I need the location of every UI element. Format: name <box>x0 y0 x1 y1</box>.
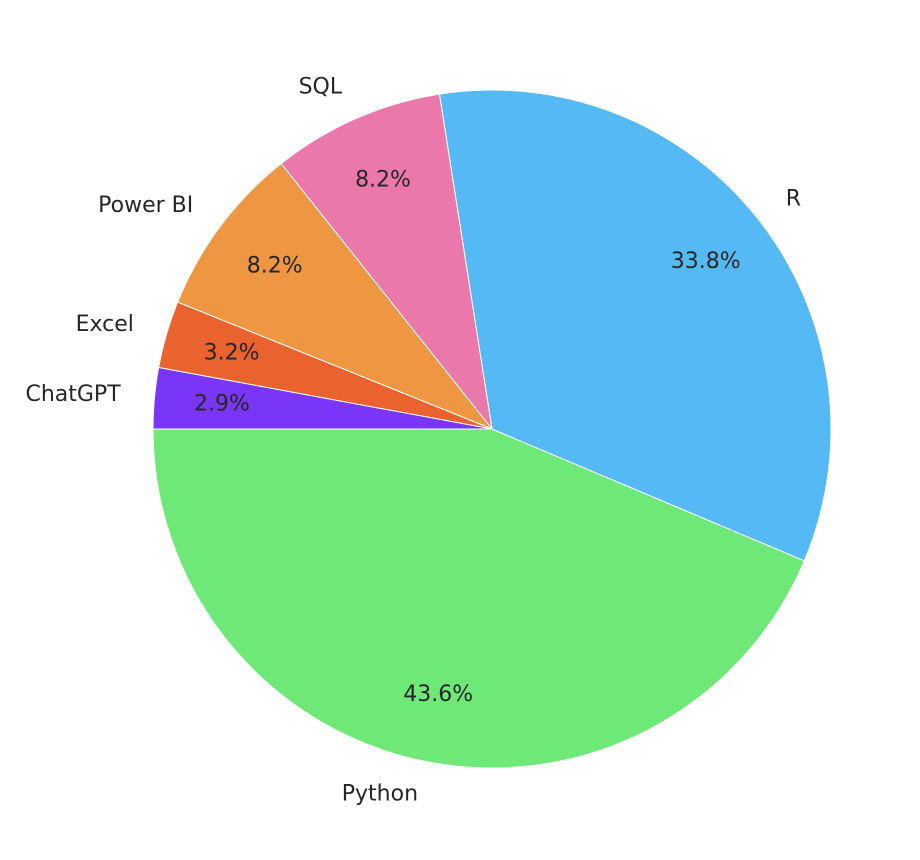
pie-slices <box>152 89 832 769</box>
slice-label-sql: SQL <box>299 75 343 100</box>
slice-percent-chatgpt: 2.9% <box>194 391 250 416</box>
slice-label-python: Python <box>342 781 418 806</box>
slice-percent-power-bi: 8.2% <box>247 254 303 279</box>
slice-percent-python: 43.6% <box>403 682 473 707</box>
slice-label-chatgpt: ChatGPT <box>25 382 121 407</box>
slice-label-power-bi: Power BI <box>98 193 193 218</box>
pie-slice-sql <box>280 93 493 431</box>
pie-slice-python <box>152 428 805 769</box>
pie-labels: Python 43.6% R 33.8% SQL 8.2% Power BI 8.2% Exce… <box>25 75 801 807</box>
pie-slice-power-bi <box>176 162 494 431</box>
slice-label-excel: Excel <box>76 312 134 337</box>
slice-percent-r: 33.8% <box>671 249 741 274</box>
pie-slice-chatgpt <box>152 366 493 430</box>
slice-label-r: R <box>786 186 801 211</box>
pie-slice-r <box>438 89 832 562</box>
slice-percent-excel: 3.2% <box>204 340 260 365</box>
slice-percent-sql: 8.2% <box>355 168 411 193</box>
